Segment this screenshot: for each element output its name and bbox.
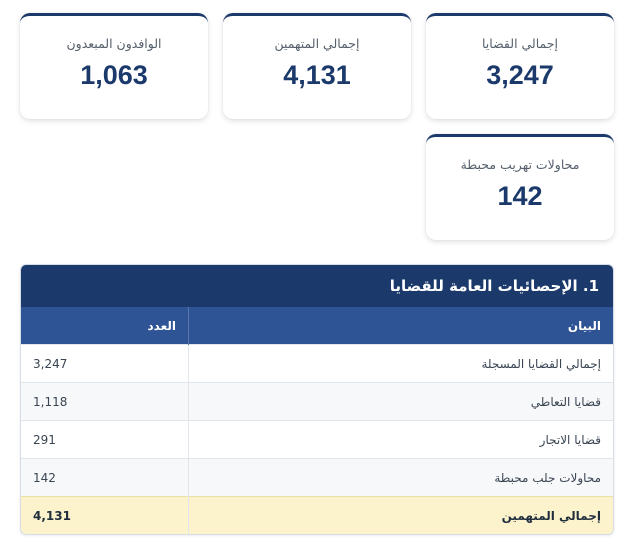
stat-card-deported: الوافدون المبعدون 1,063 — [20, 13, 208, 119]
stat-card-foiled-smuggling: محاولات تهريب محبطة 142 — [426, 134, 614, 240]
total-label: إجمالي المتهمين — [188, 496, 613, 534]
table-row: محاولات جلب محبطة 142 — [21, 458, 613, 497]
total-row: إجمالي المتهمين 4,131 — [21, 496, 613, 534]
stat-card-total-accused: إجمالي المتهمين 4,131 — [223, 13, 411, 119]
row-label: قضايا الاتجار — [188, 420, 613, 459]
row-label: قضايا التعاطي — [188, 382, 613, 421]
stat-card-value: 1,063 — [80, 60, 148, 90]
row-label: إجمالي القضايا المسجلة — [188, 344, 613, 383]
table-row: قضايا الاتجار 291 — [21, 420, 613, 459]
row-count: 291 — [21, 420, 189, 459]
column-header-count: العدد — [21, 307, 189, 345]
stat-card-value: 3,247 — [486, 60, 554, 90]
row-count: 3,247 — [21, 344, 189, 383]
row-label: محاولات جلب محبطة — [188, 458, 613, 497]
row-count: 142 — [21, 458, 189, 497]
column-header-label: البيان — [188, 307, 613, 345]
stat-card-label: محاولات تهريب محبطة — [460, 157, 580, 172]
stat-card-label: إجمالي القضايا — [482, 36, 558, 51]
general-stats-panel: 1. الإحصائيات العامة للقضايا البيان العد… — [20, 264, 614, 535]
table-row: قضايا التعاطي 1,118 — [21, 382, 613, 421]
table-header-row: البيان العدد — [21, 307, 613, 345]
stats-table: البيان العدد إجمالي القضايا المسجلة 3,24… — [21, 307, 613, 534]
total-count: 4,131 — [21, 496, 189, 534]
section-title: 1. الإحصائيات العامة للقضايا — [21, 265, 613, 307]
stat-card-value: 142 — [497, 181, 543, 211]
row-count: 1,118 — [21, 382, 189, 421]
stat-card-value: 4,131 — [283, 60, 351, 90]
stat-card-label: إجمالي المتهمين — [274, 36, 360, 51]
table-row: إجمالي القضايا المسجلة 3,247 — [21, 344, 613, 383]
stat-card-label: الوافدون المبعدون — [66, 36, 162, 51]
stat-card-total-cases: إجمالي القضايا 3,247 — [426, 13, 614, 119]
